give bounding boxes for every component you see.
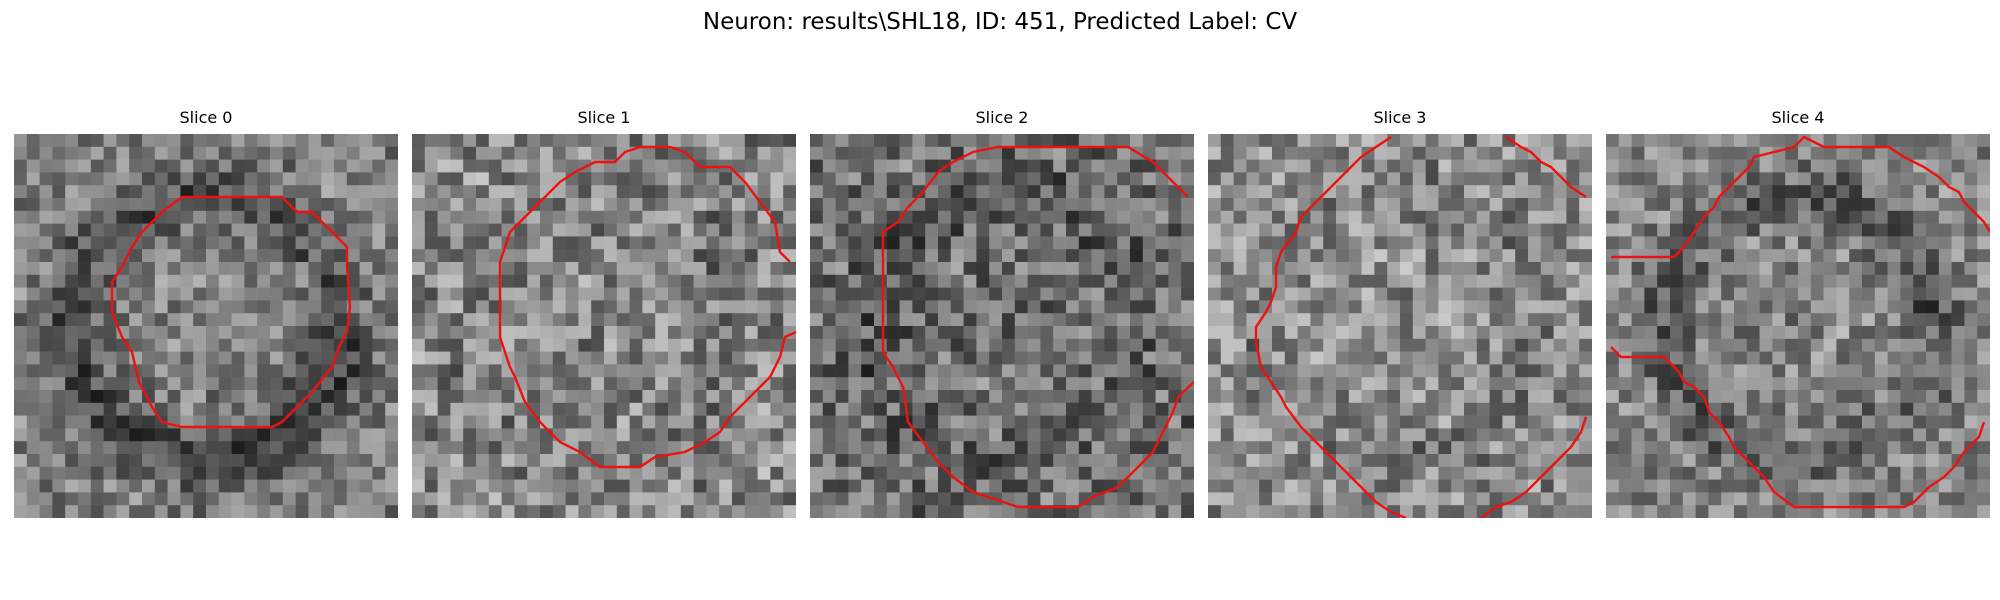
- neuron-contour: [110, 195, 352, 429]
- slice-image-1: [412, 134, 796, 518]
- neuron-contour: [1611, 135, 1990, 259]
- slice-title: Slice 0: [179, 108, 233, 127]
- neuron-contour: [1610, 346, 1986, 509]
- slice-image-2: [810, 134, 1194, 518]
- slice-panel-1: Slice 1: [412, 108, 796, 522]
- slice-title: Slice 4: [1771, 108, 1825, 127]
- slice-title: Slice 2: [975, 108, 1029, 127]
- slice-panel-2: Slice 2: [810, 108, 1194, 522]
- slice-panel-0: Slice 0: [14, 108, 398, 522]
- slice-image-4: [1606, 134, 1990, 518]
- neuron-contour: [498, 145, 796, 469]
- slice-image-3: [1208, 134, 1592, 518]
- figure-title: Neuron: results\SHL18, ID: 451, Predicte…: [702, 9, 1298, 35]
- slice-title: Slice 1: [577, 108, 631, 127]
- neuron-contour: [881, 145, 1194, 509]
- neuron-contour: [1480, 416, 1588, 518]
- slice-title: Slice 3: [1373, 108, 1427, 127]
- slice-panel-3: Slice 3: [1208, 108, 1592, 522]
- neuron-contour: [1254, 136, 1407, 518]
- neuron-contour: [1505, 136, 1587, 198]
- slice-panel-4: Slice 4: [1606, 108, 1990, 522]
- slice-image-0: [14, 134, 398, 518]
